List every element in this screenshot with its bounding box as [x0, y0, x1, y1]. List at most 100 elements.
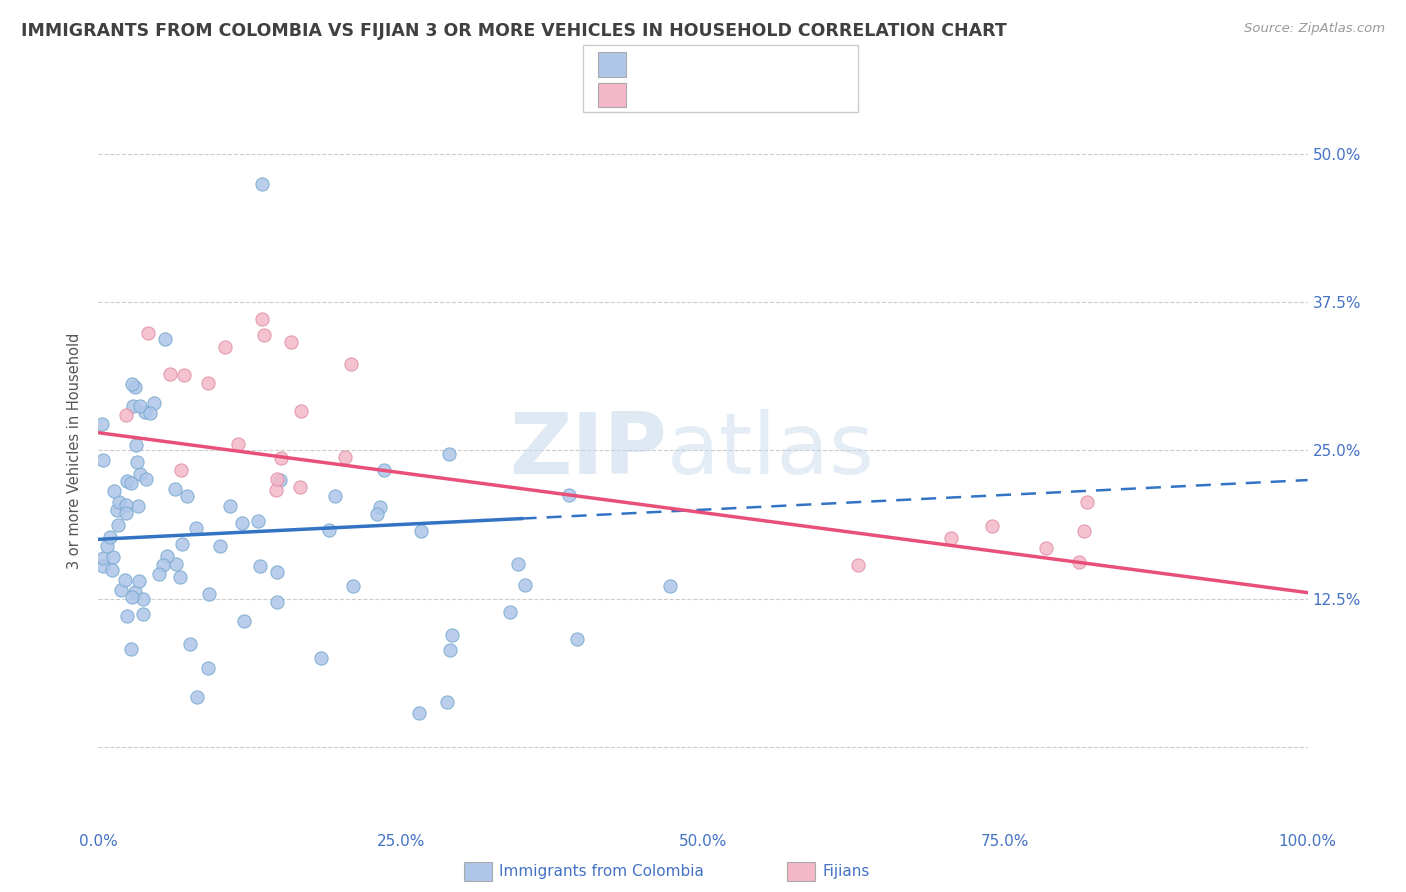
Text: 25: 25	[799, 89, 818, 104]
Point	[342, 579, 364, 593]
Point	[100, 530, 122, 544]
Point	[264, 483, 287, 497]
Point	[266, 565, 288, 579]
Point	[105, 503, 128, 517]
Point	[128, 574, 150, 589]
Text: atlas: atlas	[666, 409, 875, 492]
Point	[290, 404, 312, 418]
Text: N =: N =	[755, 59, 785, 73]
Point	[253, 328, 276, 343]
Point	[318, 523, 340, 537]
Point	[226, 437, 249, 451]
Point	[499, 606, 522, 620]
Point	[134, 404, 156, 418]
Point	[197, 376, 219, 390]
Point	[269, 473, 291, 487]
Point	[127, 499, 149, 513]
Point	[165, 482, 187, 496]
Point	[103, 483, 125, 498]
Point	[139, 405, 162, 419]
Text: R =: R =	[640, 89, 668, 104]
Point	[1035, 541, 1057, 555]
Point	[186, 690, 208, 705]
Point	[148, 566, 170, 581]
Point	[117, 474, 139, 488]
Point	[1069, 555, 1091, 569]
Text: -0.412: -0.412	[686, 89, 735, 104]
Point	[155, 331, 177, 345]
Point	[219, 499, 242, 513]
Point	[980, 518, 1002, 533]
Point	[208, 539, 231, 553]
Point	[173, 368, 195, 383]
Point	[515, 578, 537, 592]
Point	[508, 557, 530, 571]
Point	[231, 516, 253, 530]
Point	[115, 506, 138, 520]
Point	[91, 453, 114, 467]
Point	[121, 377, 143, 392]
Point	[439, 447, 461, 461]
Point	[249, 558, 271, 573]
Point	[172, 537, 194, 551]
Point	[373, 463, 395, 477]
Text: Immigrants from Colombia: Immigrants from Colombia	[499, 864, 704, 879]
Point	[323, 489, 346, 503]
Point	[91, 417, 114, 431]
Point	[101, 563, 124, 577]
Point	[250, 311, 273, 326]
Point	[91, 559, 114, 574]
Point	[232, 615, 254, 629]
Point	[409, 524, 432, 539]
Point	[159, 367, 181, 381]
Point	[339, 357, 361, 371]
Text: R =: R =	[640, 59, 668, 73]
Point	[132, 592, 155, 607]
Point	[124, 584, 146, 599]
Point	[136, 326, 159, 341]
Point	[115, 408, 138, 422]
Point	[408, 706, 430, 720]
Point	[266, 595, 288, 609]
Point	[198, 587, 221, 601]
Point	[135, 472, 157, 486]
Point	[270, 451, 292, 466]
Point	[214, 340, 236, 354]
Point	[250, 177, 273, 191]
Point	[124, 438, 146, 452]
Point	[184, 521, 207, 535]
Text: 80: 80	[799, 59, 818, 73]
Point	[110, 582, 132, 597]
Point	[565, 632, 588, 646]
Point	[288, 480, 311, 494]
Point	[333, 450, 356, 465]
Point	[152, 558, 174, 572]
Point	[436, 695, 458, 709]
Point	[156, 549, 179, 564]
Point	[658, 579, 681, 593]
Point	[124, 380, 146, 394]
Point	[266, 472, 288, 486]
Point	[557, 488, 579, 502]
Point	[170, 462, 193, 476]
Point	[107, 518, 129, 533]
Point	[125, 455, 148, 469]
Text: IMMIGRANTS FROM COLOMBIA VS FIJIAN 3 OR MORE VEHICLES IN HOUSEHOLD CORRELATION C: IMMIGRANTS FROM COLOMBIA VS FIJIAN 3 OR …	[21, 22, 1007, 40]
Point	[939, 531, 962, 545]
Point	[120, 475, 142, 490]
Point	[96, 539, 118, 553]
Point	[197, 660, 219, 674]
Point	[370, 500, 392, 515]
Point	[1076, 495, 1098, 509]
Point	[1073, 524, 1095, 538]
Point	[846, 558, 869, 572]
Text: N =: N =	[755, 89, 785, 104]
Text: 0.052: 0.052	[686, 59, 730, 73]
Point	[129, 399, 152, 413]
Point	[165, 558, 187, 572]
Point	[179, 637, 201, 651]
Text: ZIP: ZIP	[509, 409, 666, 492]
Point	[115, 609, 138, 624]
Point	[176, 489, 198, 503]
Point	[121, 590, 143, 604]
